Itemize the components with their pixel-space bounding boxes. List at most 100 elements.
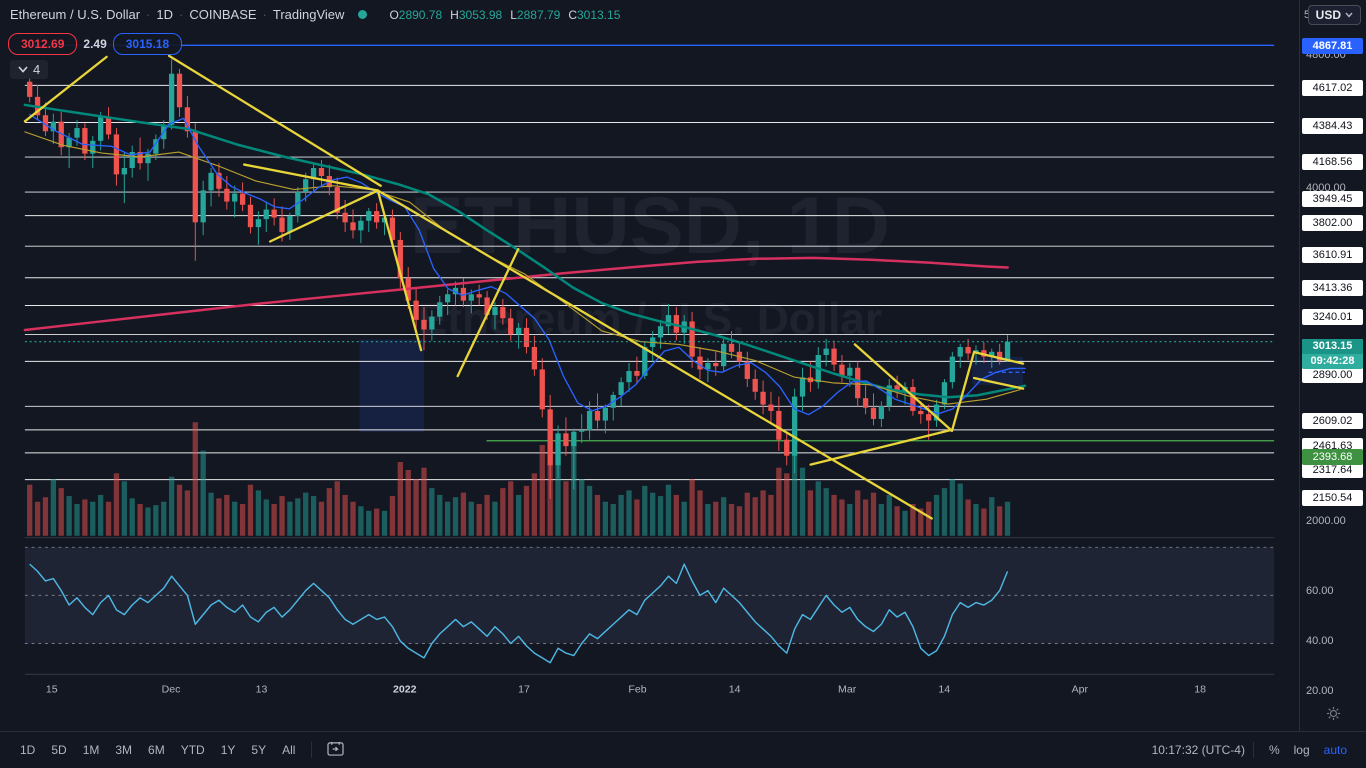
ma-olive[interactable] [24, 131, 1021, 405]
volume-bar [618, 494, 624, 536]
trendline-drawing[interactable] [853, 343, 953, 432]
volume-bar [98, 494, 104, 536]
candle-body [192, 131, 198, 223]
volume-bar [429, 488, 435, 536]
projection-box[interactable] [359, 339, 424, 432]
time-axis-label[interactable]: 18 [1194, 684, 1206, 696]
candle-body [232, 193, 238, 202]
percent-scale-button[interactable]: % [1262, 739, 1287, 761]
object-tree-toggle-button[interactable]: 4 [10, 60, 49, 79]
volume-bar [823, 488, 829, 536]
time-axis-label[interactable]: 14 [938, 684, 950, 696]
market-status-dot[interactable] [358, 9, 368, 19]
chevron-down-icon [18, 66, 28, 73]
candle-body [318, 168, 325, 176]
volume-bar [161, 501, 167, 536]
trendline-drawing[interactable] [809, 428, 953, 466]
volume-bar [728, 504, 735, 536]
axis-settings-gear-icon[interactable] [1326, 706, 1341, 726]
time-axis-label[interactable]: 17 [518, 684, 530, 696]
range-button-YTD[interactable]: YTD [173, 739, 213, 761]
time-axis-label[interactable]: 13 [256, 684, 268, 696]
provider-label[interactable]: TradingView [272, 6, 345, 22]
volume-bar [981, 508, 987, 536]
volume-bar [168, 476, 175, 536]
sell-button[interactable]: 3012.69 [8, 33, 78, 55]
trendline-drawing[interactable] [972, 376, 1025, 390]
range-button-5Y[interactable]: 5Y [243, 739, 274, 761]
range-button-6M[interactable]: 6M [140, 739, 173, 761]
volume-bar [713, 501, 719, 536]
candle-body [539, 369, 545, 410]
volume-bar [594, 494, 601, 536]
volume-bar [602, 501, 609, 536]
candle-body [492, 307, 498, 316]
range-button-1D[interactable]: 1D [12, 739, 43, 761]
go-to-date-button[interactable] [320, 737, 351, 763]
time-axis-label[interactable]: Feb [628, 684, 646, 696]
auto-scale-button[interactable]: auto [1317, 739, 1354, 761]
volume-bar [176, 484, 183, 536]
candle-body [594, 410, 601, 421]
volume-bar [224, 494, 230, 536]
time-axis-label[interactable]: 15 [46, 684, 58, 696]
trendline-drawing[interactable] [23, 55, 108, 123]
volume-bar [579, 479, 585, 536]
price-axis[interactable]: 5 USD 4800.004000.002000.004617.024384.4… [1299, 0, 1366, 731]
clock-timezone-button[interactable]: 10:17:32 (UTC-4) [1151, 743, 1245, 757]
ma-teal-mid[interactable] [23, 103, 1027, 399]
volume-bar [303, 492, 309, 536]
range-button-3M[interactable]: 3M [107, 739, 140, 761]
ohlc-value: 3053.98 [458, 7, 503, 22]
candle-body [642, 347, 648, 376]
candle-body [176, 73, 183, 108]
volume-bar [58, 488, 64, 536]
range-button-1M[interactable]: 1M [75, 739, 108, 761]
trendline-drawing[interactable] [242, 163, 379, 192]
interval-button[interactable]: 1D [156, 6, 174, 22]
time-axis-label[interactable]: 2022 [393, 684, 417, 696]
symbol-title[interactable]: Ethereum / U.S. Dollar [10, 6, 141, 22]
trendline-drawing[interactable] [268, 189, 379, 243]
volume-bar [66, 496, 72, 536]
volume-bar [973, 504, 979, 536]
candle-body [721, 343, 727, 367]
log-scale-button[interactable]: log [1287, 739, 1317, 761]
rsi-line[interactable] [29, 563, 1009, 664]
range-button-5D[interactable]: 5D [43, 739, 74, 761]
trendline-drawing[interactable] [376, 189, 933, 520]
candle-body [184, 107, 191, 132]
candle-body [1004, 341, 1011, 362]
range-button-1Y[interactable]: 1Y [213, 739, 244, 761]
volume-bar [358, 506, 364, 536]
trendline-drawing[interactable] [972, 350, 1025, 365]
time-axis-label[interactable]: 14 [729, 684, 741, 696]
currency-label: USD [1315, 8, 1341, 22]
currency-toggle-button[interactable]: USD [1307, 5, 1361, 25]
trendline-drawing[interactable] [456, 248, 520, 378]
range-button-All[interactable]: All [274, 739, 303, 761]
ma-pink-slow[interactable] [23, 256, 1009, 332]
exchange-label[interactable]: COINBASE [189, 6, 257, 22]
volume-bar [681, 501, 687, 536]
time-axis-label[interactable]: Dec [162, 684, 181, 696]
buy-button[interactable]: 3015.18 [112, 33, 183, 55]
ma-blue-fast[interactable] [29, 113, 1026, 416]
volume-bar [413, 479, 419, 536]
volume-bar [90, 501, 96, 536]
time-axis-label[interactable]: Mar [838, 684, 857, 696]
candle-body [105, 116, 112, 135]
volume-bar [744, 492, 750, 536]
volume-bar [271, 504, 277, 536]
trendline-drawing[interactable] [950, 350, 976, 433]
volume-bar [232, 501, 238, 536]
ohlc-value: 2890.78 [398, 7, 443, 22]
candle-body [965, 347, 971, 354]
volume-bar [121, 481, 127, 536]
time-axis-label[interactable]: Apr [1072, 684, 1089, 696]
candle-body [74, 128, 80, 138]
trendline-drawing[interactable] [167, 54, 382, 187]
trendline-drawing[interactable] [376, 189, 423, 352]
bar-countdown: 09:42:28 [1302, 354, 1363, 370]
